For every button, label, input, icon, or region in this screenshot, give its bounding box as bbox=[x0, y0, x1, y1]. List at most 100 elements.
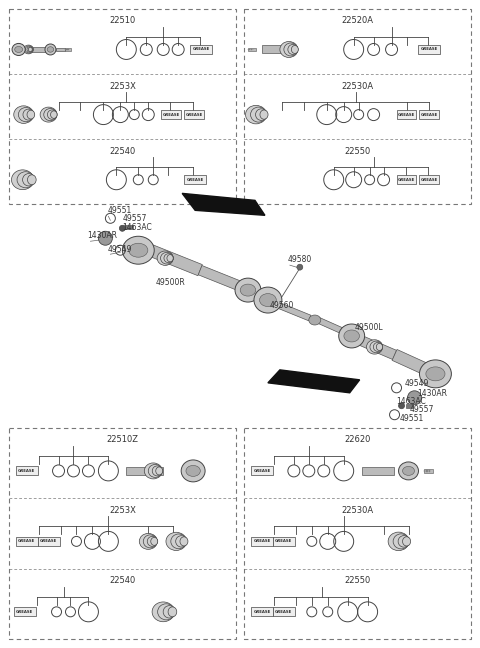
Ellipse shape bbox=[148, 465, 162, 478]
Bar bbox=[420, 110, 439, 119]
Bar bbox=[420, 175, 439, 184]
Ellipse shape bbox=[373, 342, 383, 351]
Ellipse shape bbox=[388, 532, 409, 551]
Ellipse shape bbox=[48, 110, 57, 119]
Bar bbox=[190, 45, 212, 54]
Bar bbox=[429, 470, 430, 472]
Ellipse shape bbox=[163, 606, 176, 618]
Ellipse shape bbox=[166, 532, 186, 550]
Text: 2253X: 2253X bbox=[109, 82, 136, 91]
Text: 22620: 22620 bbox=[345, 435, 371, 444]
Polygon shape bbox=[126, 467, 163, 475]
Bar bbox=[65, 49, 71, 51]
Ellipse shape bbox=[251, 107, 267, 122]
Ellipse shape bbox=[24, 45, 34, 54]
Text: GREASE: GREASE bbox=[253, 539, 271, 544]
Ellipse shape bbox=[280, 41, 298, 58]
Bar bbox=[184, 175, 206, 184]
Ellipse shape bbox=[18, 108, 34, 122]
Bar bbox=[9, 9, 236, 204]
Bar bbox=[251, 49, 252, 51]
Ellipse shape bbox=[151, 537, 158, 546]
Text: 1463AC: 1463AC bbox=[122, 224, 152, 232]
Text: 22540: 22540 bbox=[109, 146, 135, 156]
Ellipse shape bbox=[254, 287, 282, 313]
Polygon shape bbox=[361, 467, 394, 475]
Bar bbox=[16, 467, 37, 476]
Text: GREASE: GREASE bbox=[398, 113, 415, 117]
Text: 1430AR: 1430AR bbox=[418, 389, 447, 398]
Circle shape bbox=[120, 226, 125, 231]
Ellipse shape bbox=[284, 43, 298, 56]
Ellipse shape bbox=[14, 106, 34, 123]
Ellipse shape bbox=[246, 106, 266, 124]
Ellipse shape bbox=[344, 330, 360, 342]
Ellipse shape bbox=[398, 536, 410, 547]
Bar bbox=[251, 537, 273, 546]
Ellipse shape bbox=[255, 109, 267, 121]
Bar bbox=[419, 45, 441, 54]
Ellipse shape bbox=[27, 175, 36, 185]
Text: 22510Z: 22510Z bbox=[107, 435, 138, 444]
Ellipse shape bbox=[164, 254, 173, 262]
Ellipse shape bbox=[180, 537, 188, 546]
Text: 22530A: 22530A bbox=[342, 82, 374, 91]
Text: 2253X: 2253X bbox=[109, 505, 136, 515]
Ellipse shape bbox=[291, 45, 299, 53]
Ellipse shape bbox=[17, 172, 35, 188]
Bar bbox=[251, 607, 273, 616]
Ellipse shape bbox=[40, 107, 57, 122]
Ellipse shape bbox=[144, 463, 162, 479]
Text: 1463AC: 1463AC bbox=[396, 397, 426, 406]
Ellipse shape bbox=[160, 252, 173, 264]
Text: GREASE: GREASE bbox=[163, 113, 180, 117]
Ellipse shape bbox=[309, 315, 321, 325]
Ellipse shape bbox=[260, 294, 276, 307]
Bar bbox=[16, 537, 37, 546]
Bar bbox=[161, 110, 181, 119]
Text: GREASE: GREASE bbox=[185, 113, 203, 117]
Bar bbox=[37, 537, 60, 546]
Ellipse shape bbox=[47, 47, 54, 52]
Text: GREASE: GREASE bbox=[40, 539, 57, 544]
Text: GREASE: GREASE bbox=[18, 469, 35, 473]
Text: 22550: 22550 bbox=[345, 576, 371, 585]
Bar bbox=[244, 428, 471, 639]
Ellipse shape bbox=[426, 367, 445, 381]
Ellipse shape bbox=[44, 108, 57, 121]
Ellipse shape bbox=[147, 537, 157, 546]
Text: GREASE: GREASE bbox=[253, 610, 271, 614]
Polygon shape bbox=[392, 349, 430, 375]
Bar bbox=[248, 49, 249, 51]
Text: GREASE: GREASE bbox=[18, 539, 35, 544]
Text: GREASE: GREASE bbox=[187, 178, 204, 181]
Bar bbox=[273, 537, 295, 546]
Ellipse shape bbox=[367, 340, 383, 354]
Polygon shape bbox=[25, 47, 49, 52]
Ellipse shape bbox=[403, 467, 415, 476]
Circle shape bbox=[408, 391, 421, 405]
Ellipse shape bbox=[398, 462, 419, 480]
Bar bbox=[248, 47, 256, 51]
Ellipse shape bbox=[12, 170, 34, 190]
Ellipse shape bbox=[260, 110, 268, 119]
Ellipse shape bbox=[403, 537, 410, 546]
Text: 49500L: 49500L bbox=[355, 323, 384, 332]
Ellipse shape bbox=[157, 604, 175, 620]
Text: 49551: 49551 bbox=[108, 206, 132, 215]
Text: GREASE: GREASE bbox=[421, 47, 438, 51]
Text: 22530A: 22530A bbox=[342, 505, 374, 515]
Text: 22520A: 22520A bbox=[342, 16, 373, 25]
Ellipse shape bbox=[176, 536, 187, 547]
Ellipse shape bbox=[168, 607, 177, 617]
Ellipse shape bbox=[122, 237, 154, 264]
Bar bbox=[396, 175, 417, 184]
Bar bbox=[427, 470, 428, 472]
Polygon shape bbox=[182, 193, 265, 215]
Text: 22540: 22540 bbox=[109, 576, 135, 585]
Ellipse shape bbox=[28, 47, 32, 52]
Text: 49500R: 49500R bbox=[155, 278, 185, 287]
Text: 1430AR: 1430AR bbox=[87, 231, 118, 240]
Text: GREASE: GREASE bbox=[398, 178, 415, 181]
Polygon shape bbox=[358, 336, 396, 360]
